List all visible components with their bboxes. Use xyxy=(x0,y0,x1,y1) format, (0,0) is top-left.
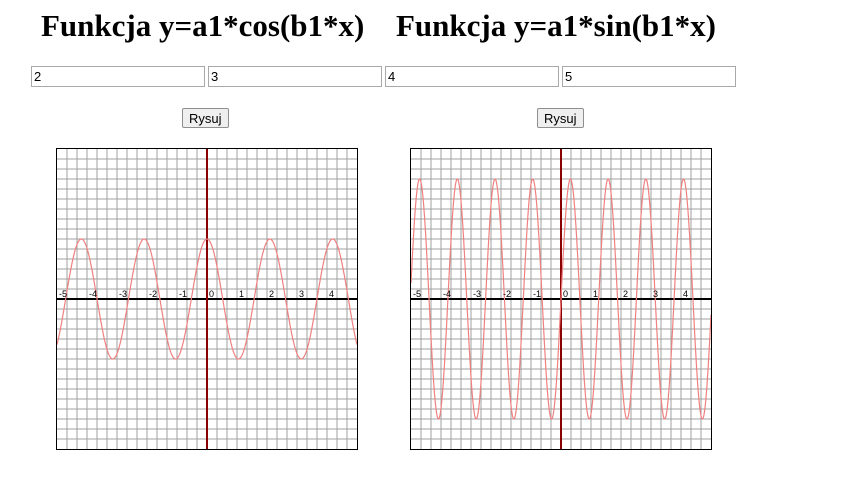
x-tick-label: 0 xyxy=(209,289,214,299)
x-tick-label: -1 xyxy=(533,289,541,299)
draw-cos-button[interactable]: Rysuj xyxy=(182,108,229,128)
x-tick-label: -2 xyxy=(149,289,157,299)
plot-border xyxy=(56,148,358,450)
x-tick-label: -4 xyxy=(443,289,451,299)
sin-plot-canvas: -5 -4 -3 -2 -1 0 1 2 3 4 xyxy=(410,148,712,450)
x-tick-label: -3 xyxy=(119,289,127,299)
a1-input-cos[interactable] xyxy=(31,66,205,87)
sin-plot: -5 -4 -3 -2 -1 0 1 2 3 4 xyxy=(410,148,712,450)
cos-plot: -5 -4 -3 -2 -1 0 1 2 3 4 xyxy=(56,148,358,450)
x-tick-label: 3 xyxy=(653,289,658,299)
x-tick-label: -5 xyxy=(59,289,67,299)
plot-border xyxy=(410,148,712,450)
cos-curve xyxy=(56,238,358,360)
x-tick-label: 1 xyxy=(593,289,598,299)
cos-function-title: Funkcja y=a1*cos(b1*x) xyxy=(41,8,365,43)
x-tick-label: -2 xyxy=(503,289,511,299)
x-tick-label: 4 xyxy=(329,289,334,299)
x-tick-label: -3 xyxy=(473,289,481,299)
a1-input-sin[interactable] xyxy=(385,66,559,87)
x-tick-label: 1 xyxy=(239,289,244,299)
x-tick-label: 3 xyxy=(299,289,304,299)
x-tick-label: 0 xyxy=(563,289,568,299)
sin-function-title: Funkcja y=a1*sin(b1*x) xyxy=(396,8,716,43)
x-tick-label: -5 xyxy=(413,289,421,299)
x-tick-label: -4 xyxy=(89,289,97,299)
cos-plot-canvas: -5 -4 -3 -2 -1 0 1 2 3 4 xyxy=(56,148,358,450)
b1-input-cos[interactable] xyxy=(208,66,382,87)
draw-sin-button[interactable]: Rysuj xyxy=(537,108,584,128)
x-tick-label: -1 xyxy=(179,289,187,299)
sin-curve xyxy=(410,178,712,420)
b1-input-sin[interactable] xyxy=(562,66,736,87)
x-tick-label: 2 xyxy=(623,289,628,299)
x-tick-label: 2 xyxy=(269,289,274,299)
x-tick-label: 4 xyxy=(683,289,688,299)
